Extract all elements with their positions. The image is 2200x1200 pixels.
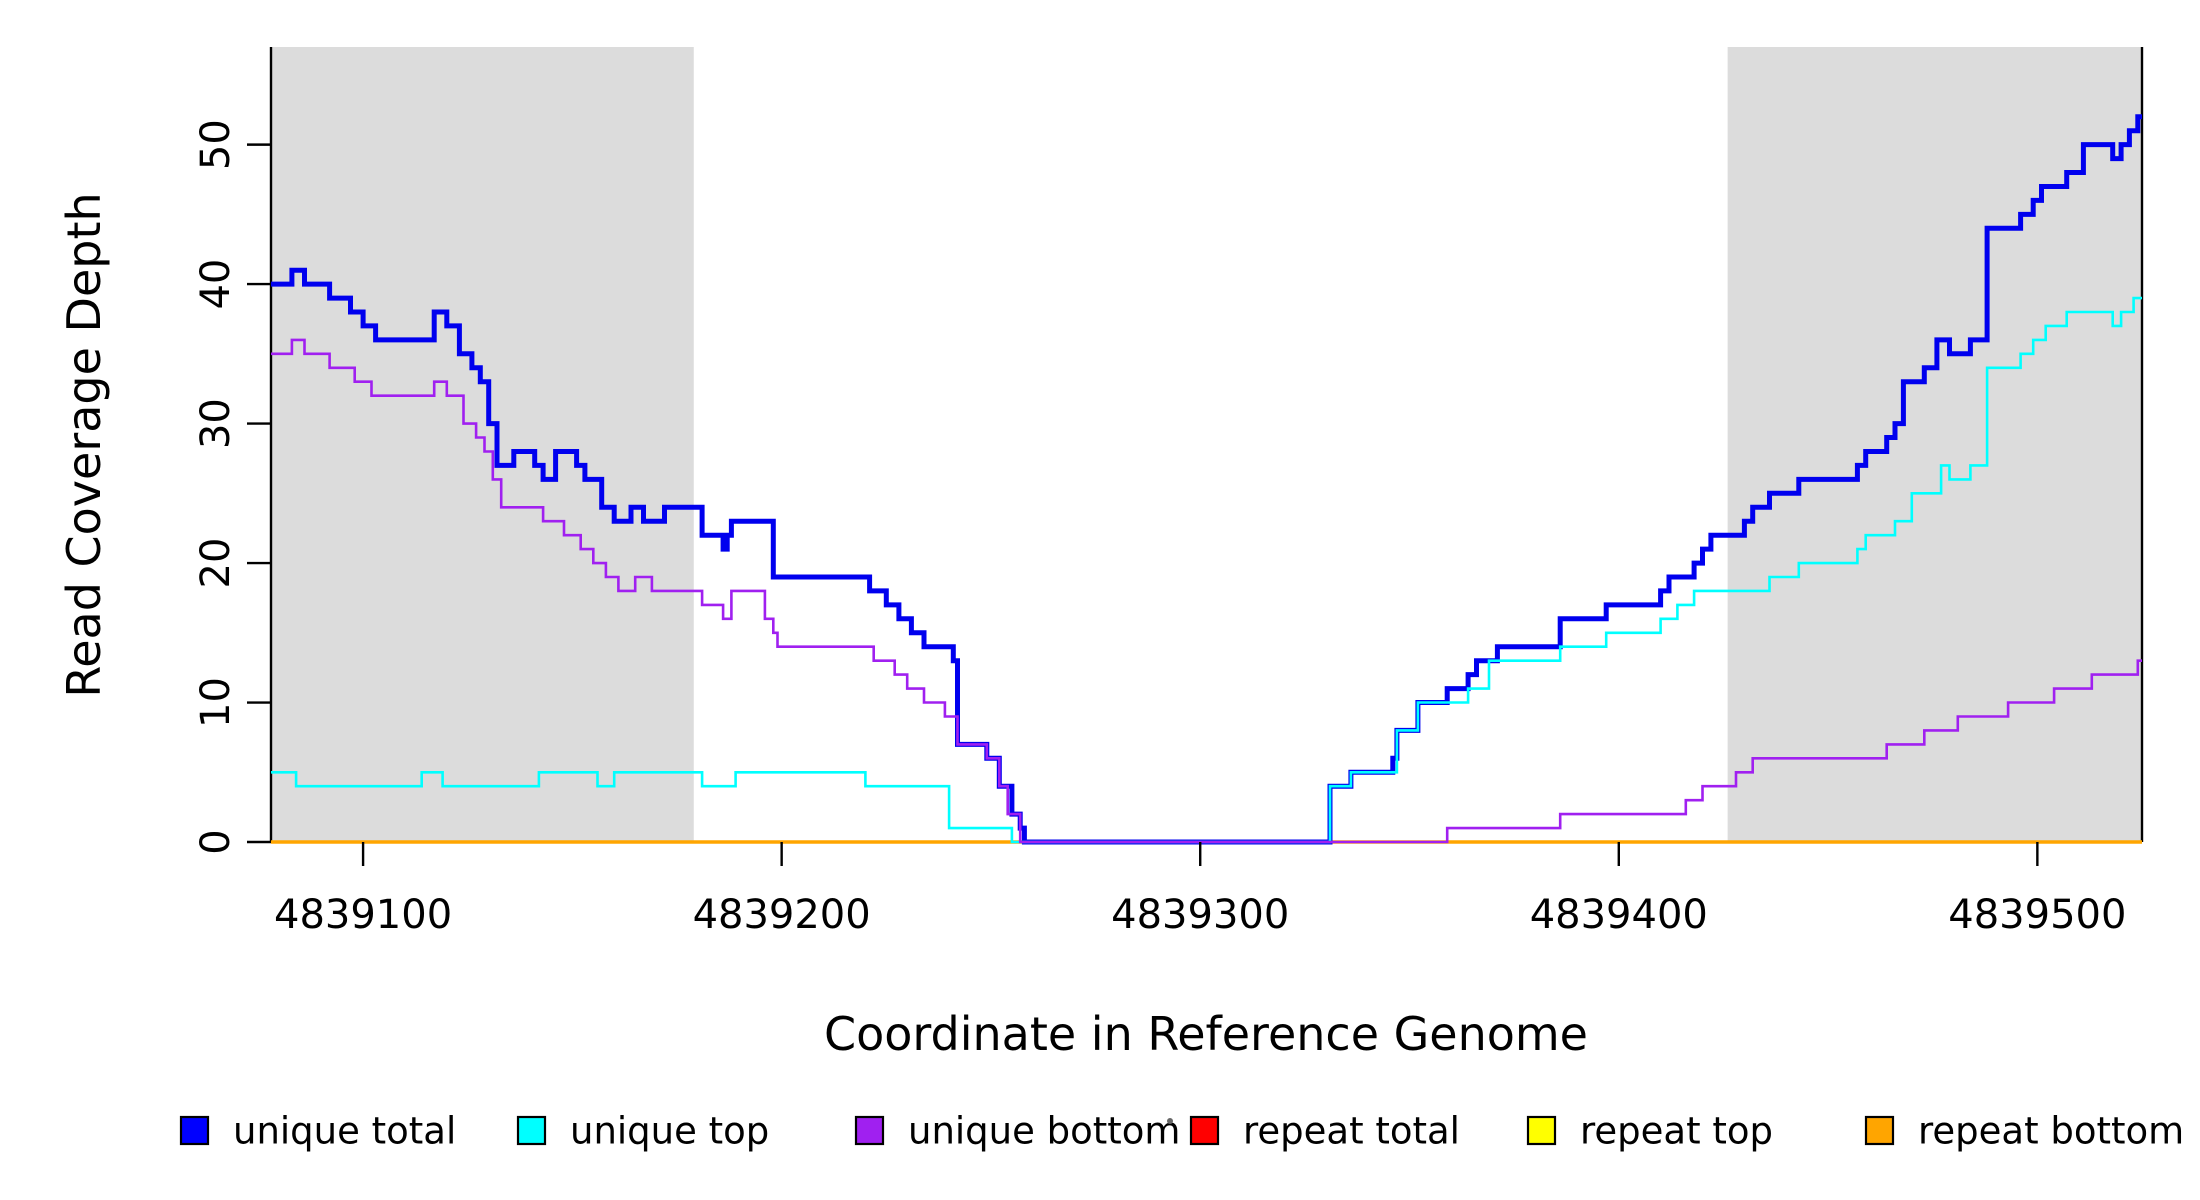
legend-item-unique-top: unique top [516,1110,769,1153]
shaded-bands [271,47,2142,842]
series-lines [271,114,2142,845]
legend-item-unique-total: unique total [179,1110,456,1153]
legend-item-unique-bottom: unique bottom [854,1110,1180,1153]
legend-label: repeat bottom [1918,1110,2184,1153]
legend-swatch [1864,1115,1895,1146]
y-tick-label: 0 [193,829,239,854]
legend-swatch [1189,1115,1220,1146]
series-unique-top [271,296,2142,844]
left-repeat-band [271,47,694,842]
legend-label: repeat total [1243,1110,1460,1153]
x-tick-label: 4839500 [1948,892,2126,938]
x-tick-label: 4839400 [1530,892,1708,938]
x-tick-label: 4839300 [1111,892,1289,938]
y-tick-label: 40 [193,259,239,310]
y-axis-title: Read Coverage Depth [57,192,111,697]
legend-label: unique total [233,1110,456,1153]
y-tick-label: 50 [193,119,239,170]
legend-item-repeat-bottom: repeat bottom [1864,1110,2184,1153]
x-tick-label: 4839200 [693,892,871,938]
x-axis-title: Coordinate in Reference Genome [824,1007,1588,1061]
y-tick-label: 20 [193,538,239,589]
legend-label: unique bottom [908,1110,1180,1153]
tick-marks-and-labels: 4839100 4839200 4839300 4839400 4839500 0 10 20… [193,119,2126,938]
legend-item-repeat-total: repeat total [1189,1110,1460,1153]
right-repeat-band [1727,47,2142,842]
y-tick-label: 10 [193,677,239,728]
x-tick-label: 4839100 [274,892,452,938]
legend: unique total unique top unique bottom repea… [179,1110,2184,1153]
legend-swatch [516,1115,547,1146]
stray-dot-artifact [1167,1118,1173,1124]
y-tick-label: 30 [193,398,239,449]
series-unique-bottom [271,338,2142,844]
legend-swatch [179,1115,210,1146]
legend-label: unique top [570,1110,769,1153]
series-unique-total [271,114,2142,845]
legend-swatch [1526,1115,1557,1146]
legend-swatch [854,1115,885,1146]
legend-label: repeat top [1580,1110,1773,1153]
legend-item-repeat-top: repeat top [1526,1110,1773,1153]
